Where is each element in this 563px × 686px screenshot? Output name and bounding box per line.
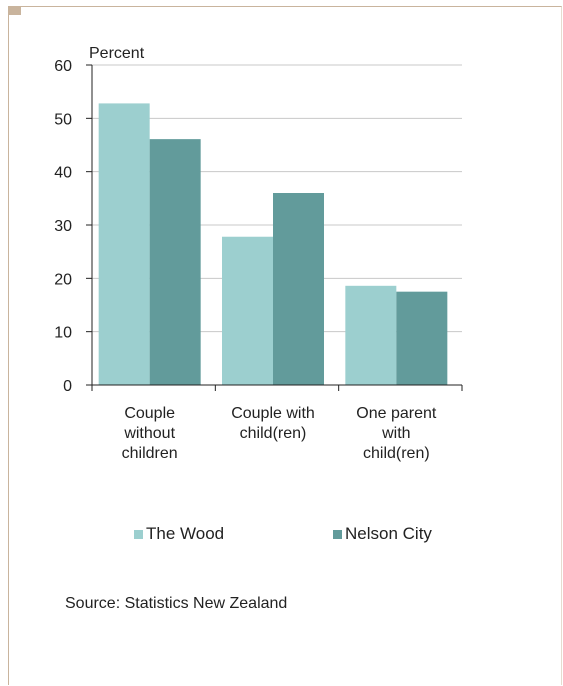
x-tick-label: Couple with xyxy=(231,405,315,422)
legend-item-the-wood: The Wood xyxy=(134,524,224,544)
x-tick-label: with xyxy=(381,425,410,442)
bar xyxy=(345,285,397,385)
frame-corner-mark xyxy=(9,7,21,15)
legend-label-nelson-city: Nelson City xyxy=(345,524,432,543)
chart-frame xyxy=(8,6,562,685)
bar xyxy=(98,103,150,386)
y-tick-label: 60 xyxy=(54,58,72,75)
x-tick-label: Couple xyxy=(124,405,175,422)
legend-item-nelson-city: Nelson City xyxy=(333,524,432,544)
bar xyxy=(222,236,273,385)
bar-chart: Couple without children Couple with child(re… xyxy=(54,45,463,462)
legend: The Wood Nelson City xyxy=(0,524,563,548)
y-tick-label: 0 xyxy=(63,378,72,395)
y-tick-label: 20 xyxy=(54,271,72,288)
bar xyxy=(273,193,324,385)
y-tick-label: 50 xyxy=(54,111,72,128)
y-tick-label: 40 xyxy=(54,165,72,182)
bar xyxy=(396,291,448,385)
legend-label-the-wood: The Wood xyxy=(146,524,225,543)
x-tick-label: children xyxy=(122,445,178,462)
x-tick-label: child(ren) xyxy=(363,445,430,462)
y-axis-title: Percent xyxy=(89,45,145,62)
source-note: Source: Statistics New Zealand xyxy=(65,595,288,612)
legend-swatch-nelson-city xyxy=(333,529,342,539)
x-tick-label: child(ren) xyxy=(240,425,307,442)
y-tick-label: 10 xyxy=(54,325,72,342)
x-tick-label: One parent xyxy=(356,405,437,422)
y-tick-label: 30 xyxy=(54,218,72,235)
legend-swatch-the-wood xyxy=(134,529,143,539)
x-tick-label: without xyxy=(123,425,175,442)
bar xyxy=(149,139,201,385)
